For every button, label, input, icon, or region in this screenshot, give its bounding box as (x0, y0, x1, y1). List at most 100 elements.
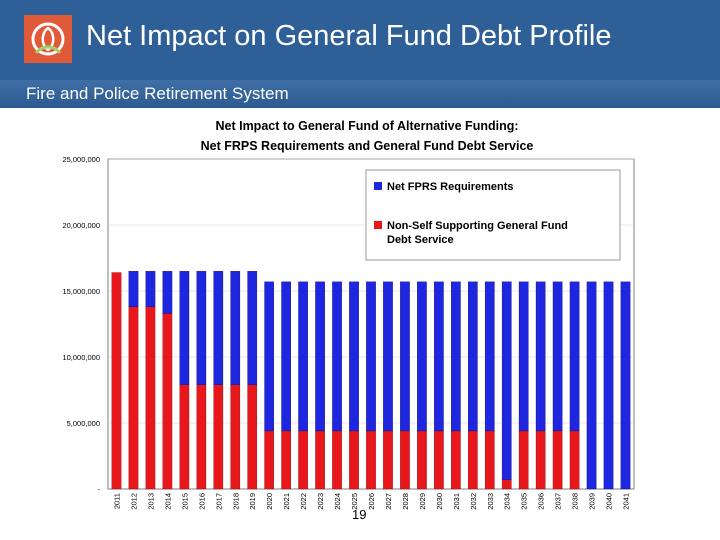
bar-debt-service (196, 384, 207, 490)
bar-net-fprs (349, 281, 359, 432)
bar-debt-service (569, 430, 580, 490)
legend-box (365, 169, 621, 261)
bar-net-fprs (230, 271, 241, 385)
bar-debt-service (128, 306, 139, 490)
bar-net-fprs (569, 281, 580, 432)
bar-net-fprs (484, 281, 495, 432)
bar-net-fprs (247, 271, 258, 385)
bar-net-fprs (417, 281, 427, 432)
bar-net-fprs (518, 281, 529, 432)
bar-debt-service (315, 430, 325, 490)
x-tick-label: 2037 (554, 493, 563, 510)
x-tick-label: 2030 (435, 493, 444, 510)
bar-debt-service (162, 313, 173, 490)
bar-net-fprs (162, 271, 173, 314)
x-tick-label: 2040 (605, 493, 614, 510)
x-tick-label: 2021 (282, 493, 291, 510)
bar-net-fprs (586, 281, 597, 490)
y-tick-label: 10,000,000 (62, 353, 100, 362)
bar-debt-service (298, 430, 308, 490)
bar-debt-service (417, 430, 427, 490)
bar-net-fprs (213, 271, 224, 385)
x-tick-label: 2020 (265, 493, 274, 510)
subtitle-bar: Fire and Police Retirement System (0, 80, 720, 108)
bar-debt-service (145, 306, 156, 490)
bar-debt-service (332, 430, 342, 490)
bar-net-fprs (552, 281, 563, 432)
bar-net-fprs (281, 281, 291, 432)
x-tick-label: 2027 (384, 493, 393, 510)
rose-logo-icon (24, 15, 72, 63)
bar-debt-service (535, 430, 546, 490)
page-title: Net Impact on General Fund Debt Profile (86, 20, 612, 52)
bar-net-fprs (128, 271, 139, 307)
x-tick-label: 2017 (214, 493, 223, 510)
bar-debt-service (213, 384, 224, 490)
y-tick-label: - (98, 485, 101, 494)
bar-debt-service (230, 384, 241, 490)
x-tick-label: 2019 (248, 493, 257, 510)
bar-debt-service (467, 430, 478, 490)
bar-net-fprs (603, 281, 614, 490)
x-tick-label: 2034 (503, 493, 512, 510)
x-tick-label: 2024 (333, 493, 342, 510)
x-tick-label: 2035 (520, 493, 529, 510)
x-tick-label: 2029 (418, 493, 427, 510)
bar-debt-service (518, 430, 529, 490)
x-tick-label: 2041 (622, 493, 631, 510)
bar-net-fprs (383, 281, 393, 432)
y-tick-label: 20,000,000 (62, 221, 100, 230)
bar-debt-service (366, 430, 376, 490)
bar-net-fprs (315, 281, 325, 432)
bar-net-fprs (467, 281, 478, 432)
x-tick-label: 2014 (163, 493, 172, 510)
bar-net-fprs (400, 281, 410, 432)
bar-net-fprs (501, 281, 512, 480)
x-tick-label: 2033 (486, 493, 495, 510)
x-tick-label: 2022 (299, 493, 308, 510)
chart-subtitle: Net FRPS Requirements and General Fund D… (201, 139, 534, 153)
bar-net-fprs (535, 281, 546, 432)
bar-net-fprs (298, 281, 308, 432)
x-tick-label: 2018 (231, 493, 240, 510)
x-tick-label: 2025 (350, 493, 359, 510)
y-tick-label: 25,000,000 (62, 155, 100, 164)
x-tick-label: 2012 (129, 493, 138, 510)
x-tick-label: 2023 (316, 493, 325, 510)
legend-label: Net FPRS Requirements (387, 181, 514, 193)
x-tick-label: 2016 (197, 493, 206, 510)
bar-debt-service (451, 430, 461, 490)
bar-net-fprs (434, 281, 444, 432)
bar-net-fprs (451, 281, 461, 432)
bar-debt-service (434, 430, 444, 490)
bar-net-fprs (332, 281, 342, 432)
x-tick-label: 2031 (452, 493, 461, 510)
x-tick-label: 2032 (469, 493, 478, 510)
legend-swatch (374, 182, 382, 190)
x-tick-label: 2013 (146, 493, 155, 510)
bar-debt-service (552, 430, 563, 490)
bar-debt-service (111, 272, 122, 490)
bar-net-fprs (264, 281, 275, 432)
bar-net-fprs (366, 281, 376, 432)
y-tick-label: 15,000,000 (62, 287, 100, 296)
bar-debt-service (400, 430, 410, 490)
x-tick-label: 2011 (112, 493, 121, 509)
header-bar: Net Impact on General Fund Debt Profile (0, 0, 720, 80)
x-tick-label: 2026 (367, 493, 376, 510)
bar-debt-service (281, 430, 291, 490)
bar-debt-service (247, 384, 258, 490)
x-tick-label: 2036 (537, 493, 546, 510)
stacked-bar-chart: Net Impact to General Fund of Alternativ… (62, 119, 635, 510)
x-tick-label: 2015 (180, 493, 189, 510)
page-subtitle: Fire and Police Retirement System (26, 84, 289, 103)
x-tick-label: 2028 (401, 493, 410, 510)
x-tick-label: 2038 (571, 493, 580, 510)
legend-swatch (374, 221, 382, 229)
legend-label: Non-Self Supporting General Fund (387, 220, 568, 232)
bar-net-fprs (620, 281, 631, 490)
bar-net-fprs (179, 271, 190, 385)
x-tick-label: 2039 (588, 493, 597, 510)
bar-net-fprs (145, 271, 156, 307)
bar-debt-service (179, 384, 190, 490)
